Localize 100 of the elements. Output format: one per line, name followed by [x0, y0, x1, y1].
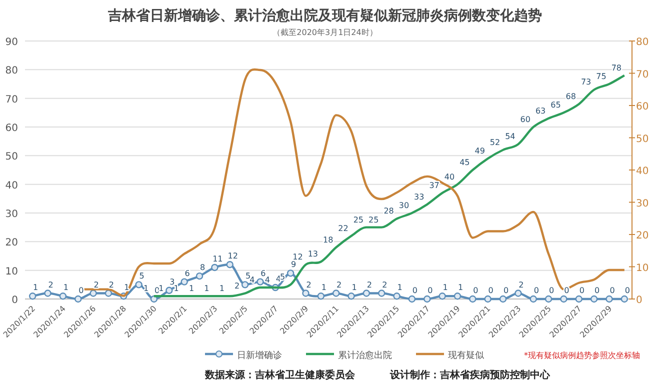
data-label: 1 — [219, 284, 224, 294]
text: *现有疑似病例趋势参照次坐标轴 — [524, 351, 640, 360]
y-tick-label: 60 — [5, 123, 18, 134]
source-note: 数据来源：吉林省卫生健康委员会 — [204, 369, 356, 381]
point — [135, 281, 142, 288]
data-label: 2 — [336, 280, 342, 290]
data-label: 2 — [306, 280, 312, 290]
y2-tick-label: 40 — [636, 166, 649, 177]
point — [317, 292, 325, 300]
data-label: 1 — [442, 283, 448, 292]
data-label: 0 — [473, 286, 478, 295]
data-label: 54 — [505, 132, 516, 142]
data-label: 12 — [292, 252, 303, 262]
point — [150, 295, 158, 303]
point — [484, 295, 492, 303]
data-label: 0 — [503, 286, 509, 295]
y-tick-label: 10 — [5, 266, 18, 278]
data-label: 1 — [397, 283, 402, 292]
data-label: 4 — [264, 276, 270, 285]
data-label: 63 — [535, 106, 546, 116]
data-label: 78 — [611, 63, 622, 72]
data-label: 0 — [579, 286, 584, 295]
data-label: 37 — [429, 180, 440, 190]
data-label: 13 — [308, 250, 318, 259]
y-tick-label: 70 — [5, 94, 18, 106]
text: 设计制作：吉林省疾病预防控制中心 — [389, 369, 551, 381]
point — [560, 295, 568, 303]
y2-tick-label: 60 — [636, 102, 649, 112]
point — [256, 278, 264, 286]
data-label: 12 — [228, 252, 238, 261]
data-label: 0 — [610, 286, 615, 295]
data-label: 1 — [174, 284, 179, 294]
data-label: 40 — [444, 172, 455, 182]
point — [28, 292, 36, 300]
data-label: 6 — [184, 268, 190, 278]
point — [575, 295, 582, 303]
data-label: 2 — [366, 280, 372, 290]
point — [499, 295, 507, 303]
data-label: 2 — [382, 280, 388, 290]
chart-title: 吉林省日新增确诊、累计治愈出院及现有疑似新冠肺炎病例数变化趋势 — [107, 7, 542, 24]
data-label: 1 — [458, 283, 464, 292]
data-label: 3 — [170, 277, 175, 286]
y-tick-label: 50 — [5, 152, 18, 163]
point — [408, 295, 416, 303]
legend-label: 日新增确诊 — [237, 350, 282, 361]
point — [104, 290, 112, 297]
y-tick-label: 30 — [5, 209, 18, 220]
point — [393, 292, 400, 300]
data-label: 2 — [234, 281, 240, 290]
data-label: 2 — [94, 280, 99, 290]
point — [180, 278, 188, 286]
data-label: 4 — [250, 276, 255, 285]
data-label: 11 — [212, 254, 223, 264]
point — [424, 295, 431, 303]
data-label: 65 — [550, 100, 561, 110]
point — [362, 290, 370, 297]
y-tick-label: 0 — [12, 295, 18, 306]
y2-tick-label: 20 — [636, 230, 649, 242]
point — [469, 295, 476, 303]
point — [544, 295, 552, 303]
y-tick-label: 90 — [5, 37, 18, 48]
y2-tick-label: 10 — [636, 262, 649, 274]
point — [332, 290, 340, 297]
data-label: 6 — [260, 268, 266, 278]
y2-tick-label: 80 — [636, 37, 649, 48]
data-label: 75 — [596, 72, 606, 81]
data-label: 28 — [384, 206, 394, 216]
point — [454, 292, 462, 300]
data-label: 2 — [48, 280, 54, 290]
data-label: 22 — [338, 224, 348, 233]
data-label: 9 — [291, 260, 296, 270]
point — [226, 261, 234, 268]
point — [514, 290, 522, 297]
data-label: 0 — [428, 286, 433, 295]
data-label: 1 — [321, 283, 326, 292]
data-label: 1 — [204, 284, 210, 294]
data-label: 1 — [63, 283, 68, 292]
y-tick-label: 80 — [5, 66, 18, 77]
data-label: 0 — [412, 286, 418, 295]
data-label: 60 — [520, 115, 530, 124]
data-label: 0 — [548, 286, 554, 295]
legend-label: 累计治愈出院 — [338, 350, 392, 361]
data-label: 5 — [139, 272, 144, 281]
data-label: 5 — [280, 272, 286, 282]
data-label: 5 — [245, 272, 251, 281]
point — [590, 295, 598, 303]
data-label: 1 — [352, 283, 357, 292]
point — [166, 286, 173, 294]
point — [74, 295, 82, 303]
point — [438, 292, 446, 300]
data-label: 0 — [488, 286, 494, 295]
data-label: 25 — [353, 215, 364, 224]
data-label: 1 — [124, 283, 130, 292]
point — [620, 295, 628, 303]
data-label: 1 — [188, 284, 194, 294]
y-tick-label: 40 — [5, 180, 18, 192]
data-label: 2 — [108, 280, 114, 290]
data-label: 45 — [460, 158, 470, 167]
y2-tick-label: 50 — [636, 134, 649, 145]
data-label: 0 — [624, 286, 630, 295]
